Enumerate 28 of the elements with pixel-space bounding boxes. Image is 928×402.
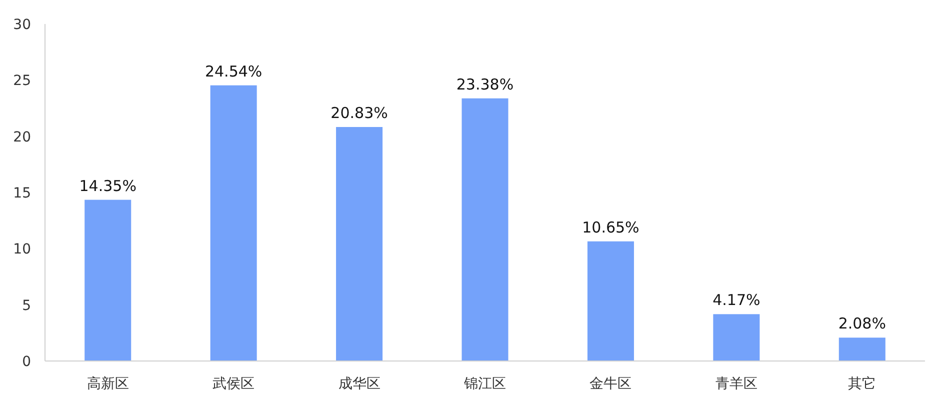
data-label: 4.17% <box>712 291 760 310</box>
bar <box>84 200 132 361</box>
y-tick-label: 10 <box>13 242 31 258</box>
y-tick-label: 15 <box>13 186 31 202</box>
bar <box>587 241 634 361</box>
y-tick-label: 0 <box>22 354 31 370</box>
x-tick-label: 高新区 <box>86 376 129 392</box>
data-label: 24.54% <box>204 62 262 80</box>
bar <box>462 98 508 361</box>
x-tick-label: 其它 <box>848 376 876 392</box>
data-label: 23.38% <box>456 75 514 94</box>
x-tick-label: 锦江区 <box>463 376 506 392</box>
data-label: 20.83% <box>330 104 388 122</box>
data-label: 14.35% <box>79 176 136 195</box>
x-tick-label: 武侯区 <box>212 376 255 392</box>
bar <box>838 338 886 361</box>
x-tick-label: 金牛区 <box>590 376 632 392</box>
y-tick-label: 25 <box>13 73 31 90</box>
bar <box>713 314 760 361</box>
bar <box>210 85 257 361</box>
y-tick-label: 5 <box>22 298 31 314</box>
data-label: 2.08% <box>838 314 886 333</box>
bar <box>336 127 383 361</box>
x-tick-label: 成华区 <box>338 376 380 392</box>
y-tick-label: 30 <box>13 17 31 33</box>
data-label: 10.65% <box>582 218 640 236</box>
y-tick-label: 20 <box>13 129 31 146</box>
x-tick-label: 青羊区 <box>715 376 758 392</box>
